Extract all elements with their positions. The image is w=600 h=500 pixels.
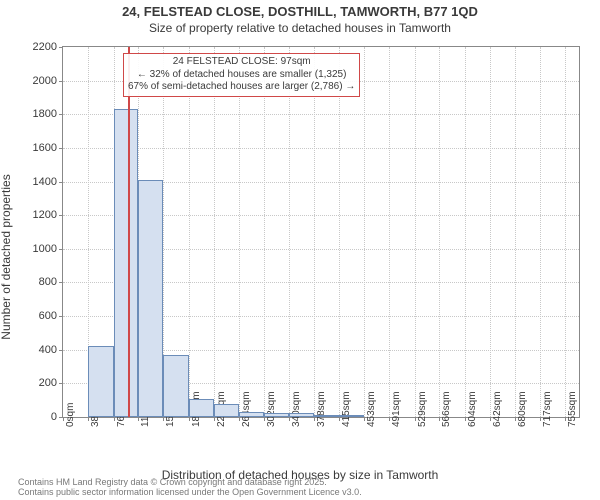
- footer-attribution: Contains HM Land Registry data © Crown c…: [18, 478, 362, 498]
- x-tick-mark: [264, 417, 265, 421]
- gridline-v: [389, 47, 390, 417]
- x-tick-mark: [490, 417, 491, 421]
- x-tick-mark: [163, 417, 164, 421]
- histogram-bar: [239, 412, 264, 417]
- x-tick-mark: [114, 417, 115, 421]
- x-tick-label: 302sqm: [264, 417, 277, 427]
- y-tick-mark: [59, 114, 63, 115]
- histogram-bar: [163, 355, 188, 417]
- x-tick-label: 227sqm: [214, 417, 227, 427]
- x-tick-label: 491sqm: [389, 417, 402, 427]
- y-tick-mark: [59, 47, 63, 48]
- x-tick-mark: [415, 417, 416, 421]
- x-tick-mark: [88, 417, 89, 421]
- gridline-v: [465, 47, 466, 417]
- gridline-v: [339, 47, 340, 417]
- x-tick-label: 604sqm: [465, 417, 478, 427]
- x-tick-mark: [515, 417, 516, 421]
- x-tick-mark: [314, 417, 315, 421]
- x-tick-mark: [465, 417, 466, 421]
- y-tick-mark: [59, 249, 63, 250]
- annotation-box: 24 FELSTEAD CLOSE: 97sqm ← 32% of detach…: [123, 53, 360, 97]
- x-tick-label: 264sqm: [239, 417, 252, 427]
- y-tick-mark: [59, 383, 63, 384]
- y-tick-mark: [59, 282, 63, 283]
- x-tick-mark: [214, 417, 215, 421]
- x-tick-label: 453sqm: [364, 417, 377, 427]
- histogram-bar: [88, 346, 113, 417]
- x-tick-label: 76sqm: [114, 417, 127, 427]
- x-tick-mark: [389, 417, 390, 421]
- gridline-v: [264, 47, 265, 417]
- gridline-v: [239, 47, 240, 417]
- x-tick-label: 340sqm: [289, 417, 302, 427]
- histogram-bar: [189, 399, 214, 418]
- gridline-v: [214, 47, 215, 417]
- gridline-v: [289, 47, 290, 417]
- x-tick-label: 717sqm: [540, 417, 553, 427]
- y-tick-mark: [59, 81, 63, 82]
- histogram-bar: [264, 413, 289, 417]
- histogram-bar: [214, 404, 239, 417]
- x-tick-label: 189sqm: [189, 417, 202, 427]
- x-tick-mark: [540, 417, 541, 421]
- gridline-h: [63, 148, 579, 149]
- x-tick-label: 755sqm: [565, 417, 578, 427]
- gridline-v: [490, 47, 491, 417]
- y-tick-mark: [59, 148, 63, 149]
- x-tick-label: 415sqm: [339, 417, 352, 427]
- gridline-v: [540, 47, 541, 417]
- histogram-bar: [339, 415, 364, 417]
- gridline-v: [314, 47, 315, 417]
- gridline-h: [63, 114, 579, 115]
- gridline-v: [515, 47, 516, 417]
- y-axis-label: Number of detached properties: [0, 174, 13, 339]
- x-tick-mark: [63, 417, 64, 421]
- gridline-v: [364, 47, 365, 417]
- footer-line-2: Contains public sector information licen…: [18, 488, 362, 498]
- histogram-bar: [138, 180, 163, 417]
- histogram-bar: [114, 109, 139, 417]
- plot-area: 0200400600800100012001400160018002000220…: [62, 46, 580, 418]
- chart-title: 24, FELSTEAD CLOSE, DOSTHILL, TAMWORTH, …: [0, 0, 600, 21]
- annotation-line-2: ← 32% of detached houses are smaller (1,…: [128, 69, 355, 82]
- annotation-line-1: 24 FELSTEAD CLOSE: 97sqm: [128, 56, 355, 69]
- x-tick-label: 38sqm: [88, 417, 101, 427]
- gridline-v: [565, 47, 566, 417]
- x-tick-label: 151sqm: [163, 417, 176, 427]
- x-tick-label: 378sqm: [314, 417, 327, 427]
- chart-subtitle: Size of property relative to detached ho…: [0, 21, 600, 35]
- x-tick-label: 680sqm: [515, 417, 528, 427]
- y-tick-mark: [59, 350, 63, 351]
- x-tick-mark: [239, 417, 240, 421]
- histogram-bar: [289, 413, 314, 417]
- gridline-v: [439, 47, 440, 417]
- x-tick-mark: [565, 417, 566, 421]
- y-tick-mark: [59, 215, 63, 216]
- chart-container: 24, FELSTEAD CLOSE, DOSTHILL, TAMWORTH, …: [0, 0, 600, 500]
- x-tick-label: 529sqm: [415, 417, 428, 427]
- x-tick-label: 566sqm: [439, 417, 452, 427]
- annotation-line-3: 67% of semi-detached houses are larger (…: [128, 81, 355, 94]
- x-tick-mark: [339, 417, 340, 421]
- x-tick-mark: [364, 417, 365, 421]
- histogram-bar: [314, 415, 339, 417]
- gridline-v: [415, 47, 416, 417]
- x-tick-label: 0sqm: [63, 417, 76, 427]
- x-tick-mark: [439, 417, 440, 421]
- x-tick-mark: [289, 417, 290, 421]
- gridline-v: [189, 47, 190, 417]
- x-tick-label: 113sqm: [138, 417, 151, 427]
- property-marker-line: [128, 47, 130, 417]
- y-tick-mark: [59, 316, 63, 317]
- y-tick-mark: [59, 182, 63, 183]
- x-tick-label: 642sqm: [490, 417, 503, 427]
- x-tick-mark: [189, 417, 190, 421]
- x-tick-mark: [138, 417, 139, 421]
